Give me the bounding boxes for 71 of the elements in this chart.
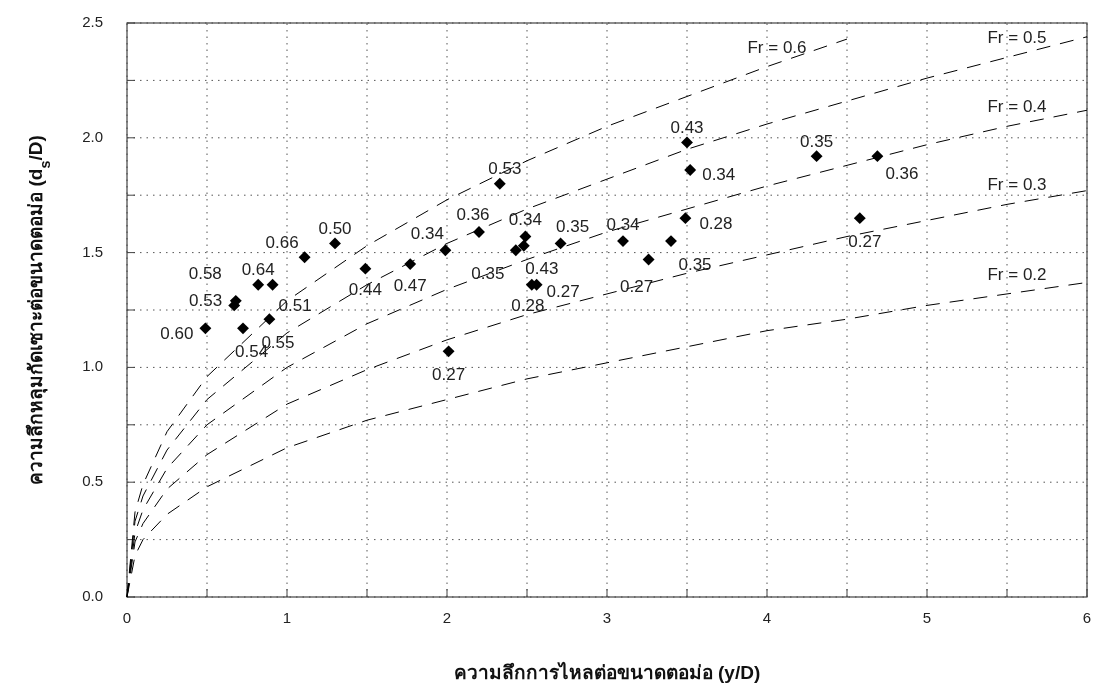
- annotation: 0.53: [189, 290, 223, 310]
- point: [554, 237, 567, 250]
- annotation: 0.44: [348, 280, 382, 300]
- annotation: 0.36: [885, 163, 919, 183]
- annotation: 0.58: [188, 264, 222, 284]
- point: [681, 136, 693, 149]
- point: [199, 322, 212, 335]
- annotation: 0.34: [508, 210, 542, 230]
- point: [617, 235, 629, 248]
- point: [665, 235, 677, 248]
- point: [684, 164, 697, 176]
- point: [329, 237, 341, 250]
- annotation: 0.34: [410, 223, 444, 243]
- point: [298, 251, 311, 264]
- x-axis-title: ความลึกการไหลต่อขนาดตอม่อ (y/D): [453, 661, 761, 683]
- y-tick-label: 0.0: [82, 586, 103, 604]
- point: [810, 150, 823, 163]
- point: [519, 230, 532, 243]
- annotation: 0.64: [241, 260, 275, 280]
- annotation: 0.35: [556, 216, 590, 236]
- annotation: 0.43: [525, 259, 559, 279]
- point: [517, 239, 530, 252]
- y-tick-label: 2.5: [82, 12, 103, 30]
- annotation: 0.34: [606, 214, 640, 234]
- annotation: 0.34: [702, 165, 736, 185]
- series-label: Fr = 0.6: [747, 37, 807, 57]
- annotation: 0.27: [620, 276, 654, 296]
- y-tick-label: 1.0: [82, 357, 103, 375]
- point: [853, 212, 866, 225]
- point: [871, 150, 884, 163]
- annotation: 0.35: [471, 263, 505, 283]
- annotation: 0.27: [546, 282, 580, 302]
- annotation: 0.60: [160, 323, 194, 343]
- annotation: 0.27: [848, 231, 882, 251]
- x-tick-label: 0: [122, 609, 132, 626]
- annotation: 0.47: [393, 275, 427, 295]
- point: [493, 177, 506, 190]
- annotation: 0.27: [432, 364, 466, 384]
- series-label: Fr = 0.2: [987, 264, 1047, 284]
- x-tick-label: 1: [282, 609, 292, 626]
- x-tick-label: 5: [922, 609, 932, 626]
- annotation: 0.28: [511, 296, 545, 316]
- annotation: 0.36: [456, 205, 490, 225]
- point: [252, 278, 265, 291]
- annotation: 0.35: [678, 254, 712, 274]
- annotation: 0.28: [699, 213, 733, 233]
- x-tick-label: 6: [1082, 609, 1092, 626]
- point: [237, 322, 249, 335]
- x-tick-label: 2: [442, 609, 452, 626]
- annotation: 0.66: [265, 232, 299, 252]
- annotation: 0.43: [670, 117, 704, 137]
- point: [263, 313, 276, 326]
- point: [439, 244, 452, 257]
- annotation: 0.51: [278, 296, 312, 316]
- point: [679, 212, 692, 225]
- annotation: 0.50: [318, 218, 352, 238]
- annotation: 0.35: [800, 131, 834, 151]
- y-tick-label: 2.0: [82, 127, 103, 145]
- annotation: 0.53: [488, 159, 522, 179]
- point: [359, 262, 372, 275]
- point: [442, 345, 455, 358]
- point: [509, 244, 522, 257]
- x-tick-label: 3: [602, 609, 612, 626]
- point: [642, 253, 655, 266]
- x-tick-label: 4: [762, 609, 772, 626]
- series-label: Fr = 0.3: [987, 175, 1047, 195]
- series-label: Fr = 0.5: [987, 28, 1047, 48]
- point: [266, 278, 279, 291]
- series-label: Fr = 0.4: [987, 97, 1047, 117]
- y-tick-label: 0.5: [82, 472, 103, 490]
- y-tick-label: 1.5: [82, 242, 103, 260]
